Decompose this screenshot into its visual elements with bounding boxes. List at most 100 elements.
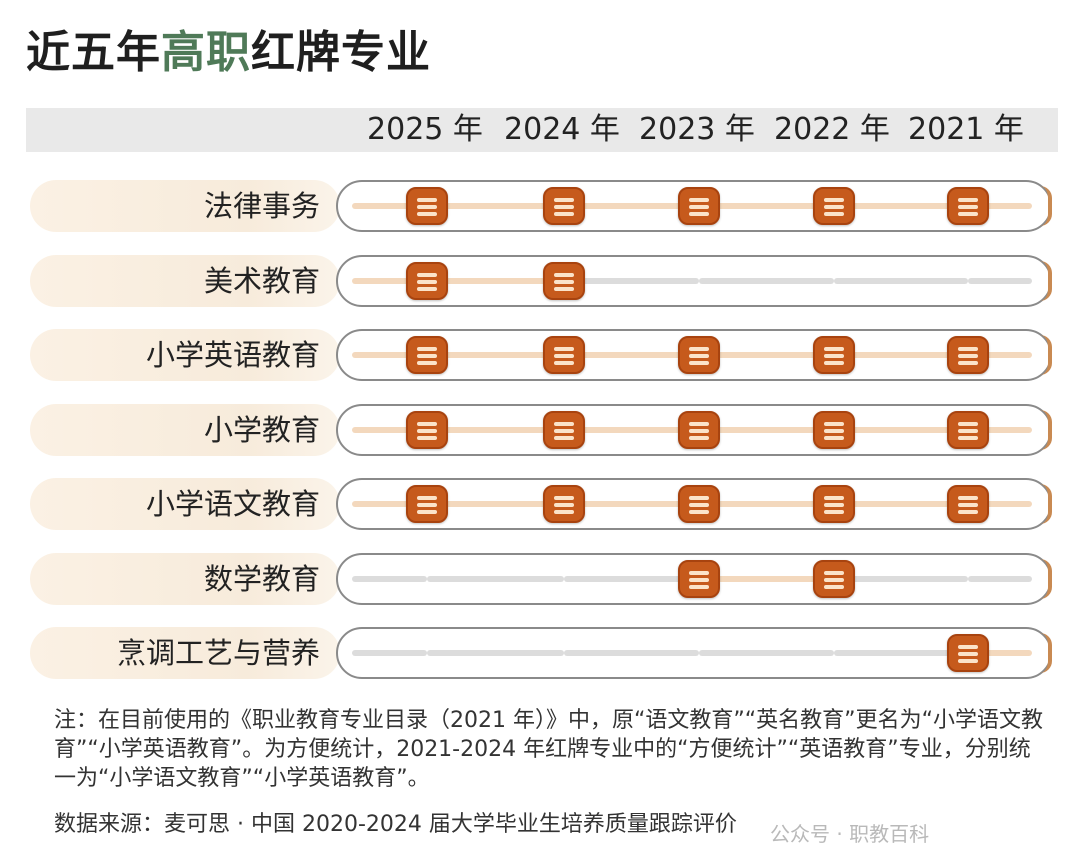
title-accent: 高职	[161, 27, 251, 78]
track-line-segment	[564, 278, 699, 284]
track-line-segment	[834, 650, 968, 656]
year-track	[336, 180, 1052, 232]
track-line-segment	[834, 278, 968, 284]
red-card-icon	[947, 411, 989, 449]
track-line-segment	[352, 427, 427, 433]
row-label-bg	[30, 180, 340, 232]
track-line-segment	[352, 352, 427, 358]
track-line-segment	[564, 501, 699, 507]
red-card-icon	[678, 411, 720, 449]
red-card-icon	[678, 560, 720, 598]
track-line-segment	[699, 278, 834, 284]
track-line-segment	[352, 203, 427, 209]
major-label: 小学英语教育	[145, 338, 320, 372]
row-label-bg	[30, 478, 340, 530]
red-card-icon	[678, 336, 720, 374]
year-track	[336, 553, 1052, 605]
track-line-segment	[968, 352, 1032, 358]
red-card-icon	[406, 411, 448, 449]
track-line-segment	[427, 650, 564, 656]
red-card-icon	[543, 187, 585, 225]
track-line-segment	[564, 576, 699, 582]
track-line-segment	[427, 576, 564, 582]
track-line-segment	[968, 203, 1032, 209]
red-card-icon	[406, 262, 448, 300]
track-line-segment	[352, 650, 427, 656]
red-card-icon	[813, 485, 855, 523]
track-line-segment	[352, 278, 427, 284]
major-label: 小学教育	[203, 413, 320, 447]
track-line-segment	[834, 427, 968, 433]
row-label-bg	[30, 404, 340, 456]
track-line-segment	[968, 427, 1032, 433]
year-label: 2025 年	[367, 112, 483, 147]
track-line-segment	[699, 427, 834, 433]
year-track	[336, 255, 1052, 307]
red-card-icon	[406, 485, 448, 523]
chart-title: 近五年高职红牌专业	[26, 16, 431, 80]
major-label: 美术教育	[203, 264, 320, 298]
row-label-bg	[30, 255, 340, 307]
red-card-icon	[947, 634, 989, 672]
data-source: 数据来源：麦可思 · 中国 2020-2024 届大学毕业生培养质量跟踪评价	[54, 812, 737, 837]
year-track	[336, 627, 1052, 679]
red-card-icon	[406, 336, 448, 374]
footnote: 注：在目前使用的《职业教育专业目录（2021 年）》中，原“语文教育”“英名教育…	[54, 708, 1043, 791]
major-label: 数学教育	[203, 562, 320, 596]
red-card-icon	[947, 336, 989, 374]
track-line-segment	[699, 501, 834, 507]
year-label: 2023 年	[639, 112, 755, 147]
red-card-icon	[678, 187, 720, 225]
row-label-bg	[30, 329, 340, 381]
track-line-segment	[968, 576, 1032, 582]
year-label: 2021 年	[908, 112, 1024, 147]
red-card-icon	[543, 411, 585, 449]
title-part-2: 红牌专业	[251, 27, 431, 78]
track-line-segment	[427, 427, 564, 433]
year-track	[336, 404, 1052, 456]
track-line-segment	[564, 427, 699, 433]
year-label: 2022 年	[774, 112, 890, 147]
red-card-icon	[406, 187, 448, 225]
red-card-icon	[543, 262, 585, 300]
year-track	[336, 478, 1052, 530]
track-line-segment	[352, 501, 427, 507]
track-line-segment	[968, 278, 1032, 284]
track-line-segment	[564, 650, 699, 656]
title-part-1: 近五年	[26, 27, 161, 78]
red-card-icon	[678, 485, 720, 523]
red-card-icon	[813, 411, 855, 449]
track-line-segment	[834, 576, 968, 582]
year-label: 2024 年	[504, 112, 620, 147]
red-card-icon	[543, 485, 585, 523]
row-label-bg	[30, 553, 340, 605]
red-card-icon	[543, 336, 585, 374]
year-header-band	[26, 108, 1058, 152]
major-label: 法律事务	[203, 189, 320, 223]
red-card-icon	[947, 485, 989, 523]
row-label-bg	[30, 627, 340, 679]
track-line-segment	[968, 501, 1032, 507]
track-line-segment	[352, 576, 427, 582]
track-line-segment	[699, 352, 834, 358]
red-card-icon	[813, 187, 855, 225]
track-line-segment	[427, 501, 564, 507]
track-line-segment	[427, 203, 564, 209]
year-track	[336, 329, 1052, 381]
track-line-segment	[427, 352, 564, 358]
track-line-segment	[968, 650, 1032, 656]
track-line-segment	[834, 352, 968, 358]
track-line-segment	[564, 203, 699, 209]
track-line-segment	[834, 501, 968, 507]
major-label: 小学语文教育	[145, 487, 320, 521]
red-card-icon	[947, 187, 989, 225]
red-card-icon	[813, 336, 855, 374]
track-line-segment	[699, 650, 834, 656]
track-line-segment	[564, 352, 699, 358]
track-line-segment	[699, 576, 834, 582]
watermark: 公众号 · 职教百科	[770, 822, 930, 846]
track-line-segment	[834, 203, 968, 209]
track-line-segment	[427, 278, 564, 284]
track-line-segment	[699, 203, 834, 209]
red-card-icon	[813, 560, 855, 598]
